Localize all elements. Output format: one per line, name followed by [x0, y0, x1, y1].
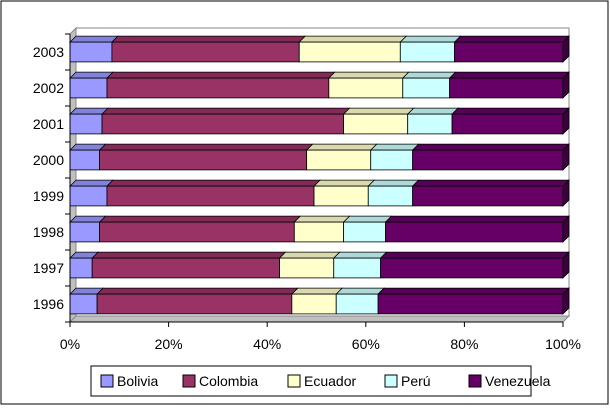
bar-2002-perú — [401, 71, 457, 99]
bar-1996-colombia — [96, 287, 299, 315]
x-tick-label: 40% — [253, 336, 281, 352]
bar-1997-perú — [332, 251, 388, 279]
x-tick-label: 60% — [352, 336, 380, 352]
bar-2003-perú — [399, 35, 462, 63]
bar-2002-bolivia — [69, 71, 114, 99]
bar-2003-bolivia — [69, 35, 119, 63]
bar-1996-bolivia — [69, 287, 105, 315]
bar-1999-bolivia — [69, 179, 114, 207]
bar-2001-perú — [406, 107, 460, 135]
bar-2003-colombia — [110, 35, 307, 63]
bar-1998-ecuador — [293, 215, 351, 243]
bar-2000-perú — [369, 143, 420, 171]
bar-1998-bolivia — [69, 215, 107, 243]
x-tick-label: 20% — [155, 336, 183, 352]
y-tick-label: 2001 — [33, 116, 64, 132]
x-tick-label: 0% — [60, 336, 80, 352]
legend-swatch — [182, 374, 196, 388]
legend-label: Venezuela — [485, 373, 551, 389]
legend-swatch — [468, 374, 482, 388]
bar-2002-colombia — [106, 71, 336, 99]
bar-2001-venezuela — [451, 107, 570, 135]
bar-2001-ecuador — [342, 107, 415, 135]
legend-label: Ecuador — [304, 373, 356, 389]
legend-box — [90, 365, 532, 397]
bar-2003-ecuador — [298, 35, 408, 63]
bar-1999-colombia — [106, 179, 322, 207]
bar-1998-colombia — [98, 215, 302, 243]
y-tick-label: 1997 — [33, 260, 64, 276]
x-tick-label: 80% — [450, 336, 478, 352]
bar-1999-venezuela — [411, 179, 570, 207]
legend-swatch — [384, 374, 398, 388]
legend-item-bolivia: Bolivia — [100, 373, 158, 389]
legend-label: Bolivia — [117, 373, 158, 389]
bar-2000-ecuador — [305, 143, 378, 171]
bar-1997-ecuador — [278, 251, 341, 279]
bar-1998-perú — [342, 215, 393, 243]
legend-item-ecuador: Ecuador — [287, 373, 356, 389]
bar-2000-colombia — [98, 143, 314, 171]
legend-label: Perú — [401, 373, 431, 389]
y-tick-label: 1998 — [33, 224, 64, 240]
bar-2000-bolivia — [69, 143, 107, 171]
bar-2002-venezuela — [448, 71, 570, 99]
bar-2002-ecuador — [327, 71, 410, 99]
bar-1999-ecuador — [313, 179, 376, 207]
y-tick-label: 2003 — [33, 44, 64, 60]
bar-1999-perú — [367, 179, 420, 207]
bar-1996-venezuela — [377, 287, 570, 315]
y-tick-label: 2002 — [33, 80, 64, 96]
legend-label: Colombia — [199, 373, 258, 389]
bar-1997-venezuela — [379, 251, 570, 279]
bar-2001-colombia — [101, 107, 351, 135]
plot-floor — [68, 315, 571, 323]
legend-item-perú: Perú — [384, 373, 431, 389]
x-tick-label: 100% — [545, 336, 581, 352]
bar-1998-venezuela — [384, 215, 570, 243]
bar-2003-venezuela — [453, 35, 570, 63]
y-tick-label: 2000 — [33, 152, 64, 168]
bar-1996-perú — [335, 287, 386, 315]
y-tick-label: 1999 — [33, 188, 64, 204]
legend-swatch — [100, 374, 114, 388]
bar-1997-colombia — [91, 251, 287, 279]
y-tick-label: 1996 — [33, 296, 64, 312]
legend-item-venezuela: Venezuela — [468, 373, 551, 389]
bar-1996-ecuador — [290, 287, 344, 315]
legend-swatch — [287, 374, 301, 388]
bar-2000-venezuela — [411, 143, 570, 171]
legend-item-colombia: Colombia — [182, 373, 258, 389]
